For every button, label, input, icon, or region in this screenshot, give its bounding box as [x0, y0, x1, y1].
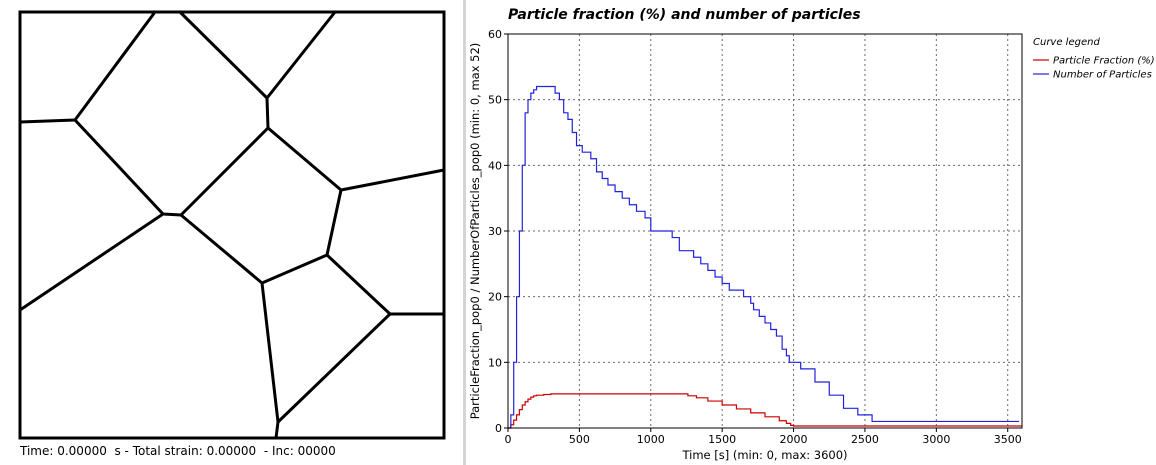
grain-boundaries [18, 10, 446, 440]
grain-boundary [179, 188, 343, 285]
panel-divider[interactable] [463, 0, 466, 465]
y-tick-label: 0 [495, 422, 502, 435]
chart-title: Particle fraction (%) and number of part… [508, 7, 861, 23]
legend-title: Curve legend [1033, 37, 1100, 48]
chart-grid [508, 33, 1022, 428]
particle-chart[interactable]: Particle fraction (%) and number of part… [466, 0, 1156, 465]
y-tick-label: 10 [488, 356, 502, 369]
grain-boundary [274, 420, 280, 440]
legend-entry: Number of Particles [1053, 70, 1152, 81]
x-tick-label: 2500 [851, 433, 879, 446]
grain-microstructure-view[interactable] [0, 0, 462, 440]
chart-ticks: 0 500 1000 1500 2000 2500 3000 3500 0 10 20 30 40 50 6… [488, 28, 1022, 446]
grain-boundary [73, 10, 337, 217]
grain-boundary [178, 10, 269, 100]
y-axis-label: ParticleFraction_pop0 / NumberOfParticle… [468, 43, 482, 420]
y-tick-label: 60 [488, 28, 502, 41]
chart-series [508, 85, 1022, 429]
y-tick-label: 30 [488, 225, 502, 238]
domain-boundary [18, 10, 446, 440]
particle-fraction-line [508, 393, 1022, 429]
chart-legend: Curve legend Particle Fraction (%) Number… [1033, 37, 1155, 81]
y-tick-label: 40 [488, 159, 502, 172]
x-tick-label: 3000 [922, 433, 950, 446]
x-tick-label: 0 [505, 433, 512, 446]
y-tick-label: 50 [488, 94, 502, 107]
grain-boundary [260, 281, 446, 424]
x-tick-label: 500 [569, 433, 590, 446]
grain-boundary [325, 253, 392, 316]
x-tick-label: 3500 [994, 433, 1022, 446]
y-tick-label: 20 [488, 291, 502, 304]
status-text: Time: 0.00000 s - Total strain: 0.00000 … [20, 444, 336, 458]
x-tick-label: 1000 [637, 433, 665, 446]
chart-panel: Particle fraction (%) and number of part… [466, 0, 1156, 465]
legend-entry: Particle Fraction (%) [1053, 56, 1155, 67]
x-axis-label: Time [s] (min: 0, max: 3600) [681, 448, 847, 462]
microstructure-panel: Time: 0.00000 s - Total strain: 0.00000 … [0, 0, 462, 465]
x-tick-label: 1500 [708, 433, 736, 446]
number-of-particles-line [508, 85, 1020, 429]
grain-boundary [18, 212, 165, 312]
x-tick-label: 2000 [780, 433, 808, 446]
